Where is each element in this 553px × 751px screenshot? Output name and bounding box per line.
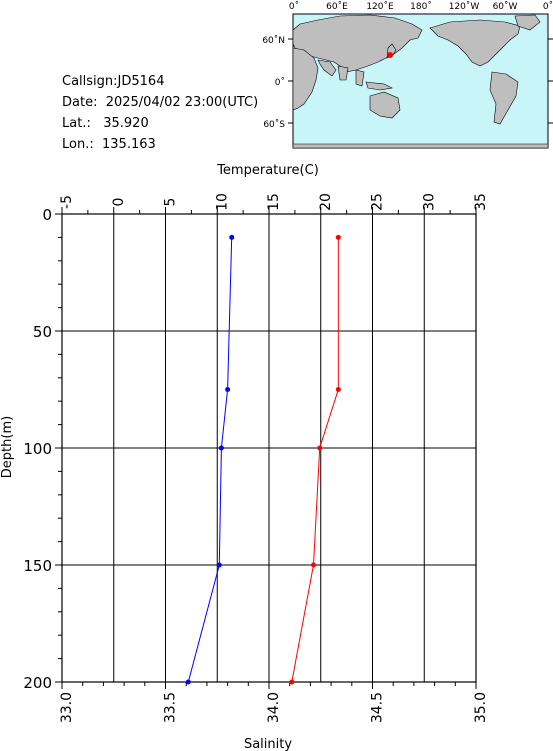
temperature-point [335, 387, 341, 392]
salinity-profile-line [187, 237, 233, 683]
bottom-axis-title: Salinity [244, 737, 292, 751]
temperature-point [335, 234, 341, 240]
y-tick-label: 50 [33, 323, 52, 341]
top-tick-label: 5 [163, 198, 179, 207]
date-label: Date: [62, 95, 98, 110]
top-tick-label: 10 [214, 193, 230, 211]
y-tick-label: 100 [23, 440, 52, 458]
lat-line: Lat.: 35.920 [62, 113, 258, 134]
y-axis-title: Depth(m) [0, 416, 15, 478]
bottom-tick-label: 34.0 [266, 692, 282, 723]
temperature-point [311, 562, 317, 568]
date-line: Date: 2025/04/02 23:00(UTC) [62, 92, 258, 113]
bottom-tick-label: 35.0 [473, 692, 489, 723]
y-tick-label: 0 [42, 206, 52, 224]
salinity-point [185, 679, 191, 685]
temperature-profile-line [291, 237, 339, 683]
salinity-point [216, 562, 222, 568]
lon-value: 135.163 [102, 137, 156, 152]
y-tick-label: 200 [23, 674, 52, 692]
bottom-tick-label: 34.5 [370, 692, 386, 723]
callsign-value: JD5164 [117, 74, 165, 89]
top-tick-label: 15 [266, 193, 282, 211]
callsign-label: Callsign: [62, 74, 118, 89]
salinity-point [229, 234, 235, 240]
bottom-tick-label: 33.5 [163, 692, 179, 723]
station-info: Callsign:JD5164 Date: 2025/04/02 23:00(U… [62, 71, 258, 155]
top-tick-label: 0 [111, 198, 127, 207]
date-value: 2025/04/02 23:00(UTC) [105, 95, 259, 110]
plot-frame [61, 213, 477, 683]
y-tick-label: 150 [23, 557, 52, 575]
bottom-tick-label: 33.0 [59, 692, 75, 723]
lon-label: Lon.: [62, 137, 94, 152]
lat-label: Lat.: [62, 116, 91, 131]
temperature-point [317, 445, 323, 451]
lon-line: Lon.: 135.163 [62, 134, 258, 155]
top-tick-label: 35 [473, 193, 489, 211]
top-tick-label: 25 [370, 193, 386, 211]
temperature-point [289, 679, 295, 685]
top-tick-label: 30 [421, 193, 437, 211]
top-axis-title: Temperature(C) [216, 163, 319, 178]
salinity-point [225, 387, 231, 392]
top-tick-label: 20 [318, 193, 334, 211]
lat-value: 35.920 [103, 116, 149, 131]
callsign-line: Callsign:JD5164 [62, 71, 258, 92]
top-tick-label: -5 [59, 195, 75, 209]
salinity-point [218, 445, 224, 451]
